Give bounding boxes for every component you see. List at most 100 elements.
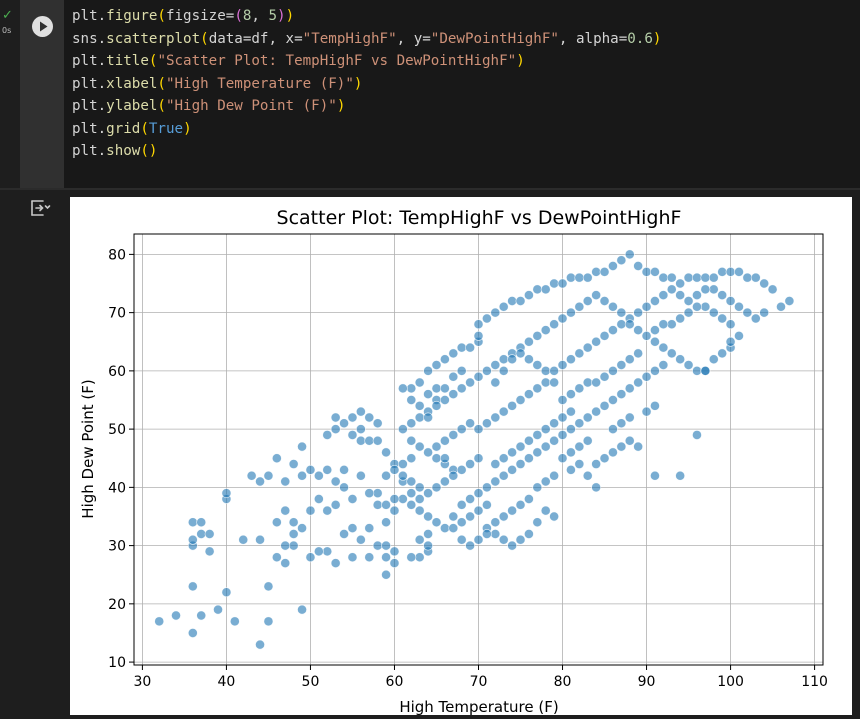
scatter-point: [591, 482, 602, 493]
scatter-point: [196, 517, 207, 528]
x-tick-label: 80: [554, 674, 572, 690]
scatter-point: [263, 616, 274, 627]
scatter-point: [381, 540, 392, 551]
scatter-point: [683, 296, 694, 306]
scatter-point: [381, 552, 392, 563]
scatter-point: [481, 499, 492, 510]
scatter-point: [431, 453, 442, 464]
scatter-point: [591, 336, 602, 347]
scatter-point: [507, 540, 518, 551]
x-tick-label: 30: [133, 674, 151, 690]
scatter-point: [498, 365, 509, 376]
x-tick-label: 50: [302, 674, 320, 690]
scatter-point: [515, 348, 526, 359]
scatter-point: [439, 395, 450, 405]
scatter-point: [473, 534, 484, 545]
scatter-point: [389, 558, 400, 569]
scatter-point: [288, 517, 299, 528]
scatter-point: [507, 447, 518, 458]
scatter-point: [423, 488, 434, 499]
y-tick-label: 70: [108, 306, 126, 322]
scatter-point: [397, 383, 408, 394]
scatter-point: [515, 499, 526, 510]
scatter-point: [641, 371, 652, 382]
scatter-point: [616, 360, 627, 370]
scatter-point: [650, 470, 660, 481]
scatter-point: [187, 628, 198, 638]
scatter-point: [313, 494, 324, 504]
code-line: plt.xlabel("High Temperature (F)"): [72, 75, 363, 92]
scatter-point: [414, 482, 425, 493]
scatter-point: [439, 383, 450, 394]
scatter-point: [574, 441, 585, 452]
scatter-point: [490, 360, 501, 370]
scatter-point: [565, 272, 576, 283]
scatter-point: [473, 505, 484, 516]
scatter-point: [591, 290, 602, 301]
data-points: [154, 249, 795, 650]
scatter-point: [255, 639, 265, 650]
scatter-point: [650, 296, 660, 306]
x-tick-label: 70: [470, 674, 488, 690]
scatter-point: [456, 534, 467, 545]
scatter-point: [263, 470, 274, 481]
scatter-point: [456, 517, 467, 528]
scatter-point: [650, 400, 660, 411]
scatter-point: [607, 325, 618, 336]
y-tick-label: 60: [108, 364, 126, 380]
scatter-point: [692, 272, 702, 283]
scatter-point: [330, 499, 341, 510]
scatter-point: [330, 412, 341, 423]
scatter-point: [414, 400, 425, 411]
scatter-point: [389, 546, 400, 557]
scatter-point: [565, 406, 576, 417]
scatter-point: [305, 464, 316, 475]
scatter-point: [381, 569, 392, 580]
scatter-point: [406, 435, 417, 446]
scatter-point: [624, 319, 635, 330]
notebook-cell: ✓ 0s plt.figure(figsize=(8, 5)) sns.scat…: [0, 0, 860, 190]
scatter-point: [456, 383, 467, 394]
scatter-point: [414, 494, 425, 504]
cell-gutter: ✓ 0s: [0, 0, 20, 190]
output-toggle-icon[interactable]: [29, 198, 51, 218]
scatter-point: [431, 383, 442, 394]
scatter-point: [607, 301, 618, 312]
scatter-point: [381, 470, 392, 481]
scatter-point: [591, 377, 602, 388]
code-line: plt.title("Scatter Plot: TempHighF vs De…: [72, 53, 525, 69]
scatter-point: [607, 447, 618, 458]
y-tick-label: 50: [108, 422, 126, 438]
scatter-point: [355, 534, 366, 545]
scatter-point: [565, 464, 576, 475]
scatter-point: [347, 523, 358, 534]
scatter-point: [641, 301, 652, 312]
scatter-point: [532, 330, 543, 341]
scatter-point: [507, 505, 518, 516]
scatter-point: [414, 505, 425, 516]
scatter-point: [515, 459, 526, 470]
scatter-point: [549, 365, 560, 376]
scatter-point: [364, 488, 375, 499]
scatter-point: [582, 470, 593, 481]
scatter-point: [297, 523, 307, 534]
run-cell-button[interactable]: [32, 16, 53, 37]
scatter-point: [633, 307, 644, 318]
scatter-point: [372, 540, 383, 551]
scatter-point: [204, 529, 215, 539]
scatter-point: [221, 488, 232, 499]
scatter-point: [557, 360, 568, 370]
scatter-point: [616, 389, 627, 400]
plot-figure: 30 40 50 60 70 80 90 100 110 10 20 30 40 50 60 70 80 Sca…: [70, 197, 852, 716]
scatter-point: [725, 336, 736, 347]
scatter-point: [339, 482, 350, 493]
scatter-point: [347, 429, 358, 440]
scatter-point: [549, 511, 560, 522]
scatter-point: [658, 272, 669, 283]
scatter-point: [406, 383, 417, 394]
code-editor[interactable]: plt.figure(figsize=(8, 5)) sns.scatterpl…: [64, 0, 860, 188]
scatter-point: [406, 552, 417, 563]
scatter-point: [355, 406, 366, 417]
scatter-point: [221, 587, 232, 598]
scatter-point: [448, 371, 459, 382]
